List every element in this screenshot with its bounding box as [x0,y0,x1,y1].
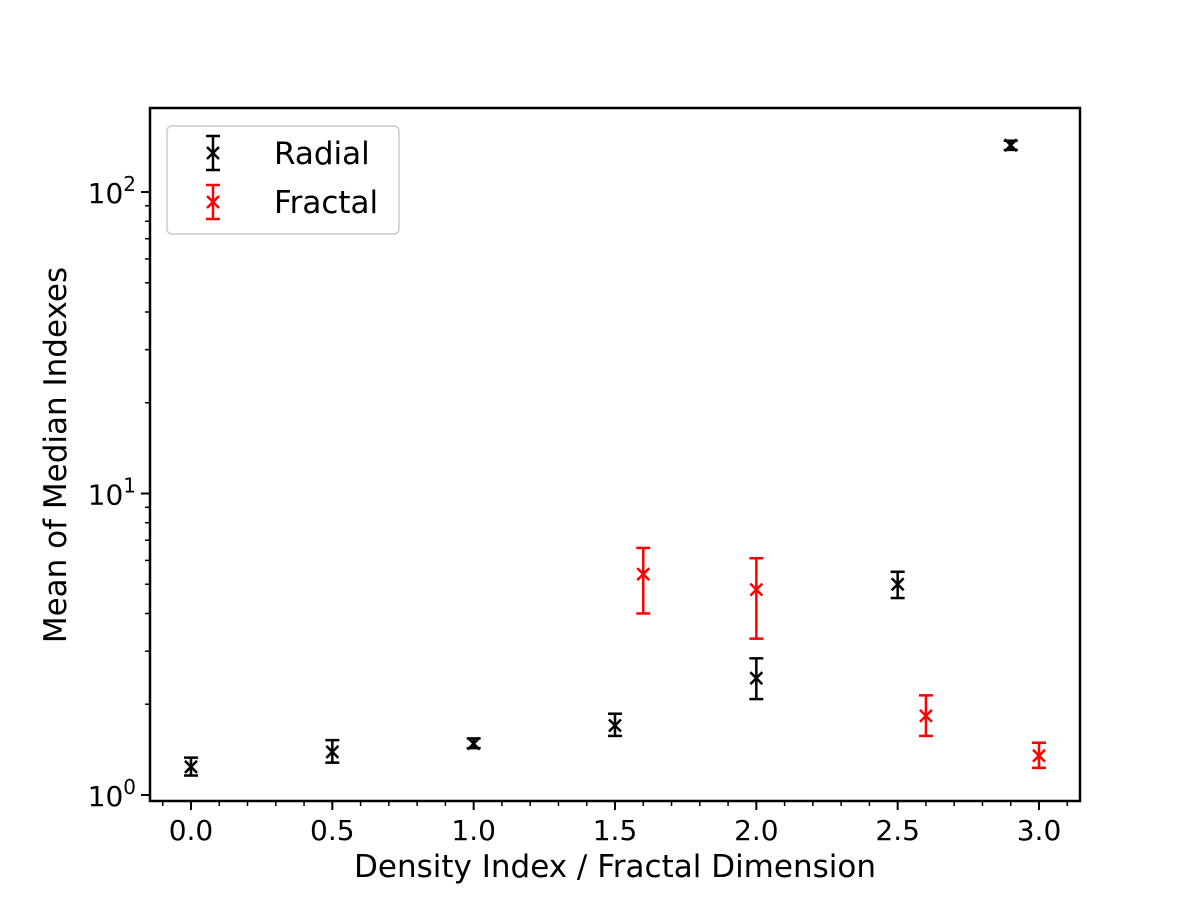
y-tick-label: 102 [88,172,136,210]
radial-data-point [183,756,198,777]
y-tick-label: 101 [88,474,136,512]
radial-marker [325,744,340,759]
legend-entries: Radial Fractal [206,134,378,221]
radial-data-point [608,712,622,738]
plot-marks [183,138,1047,777]
radial-data-point [1003,138,1018,153]
fractal-marker [636,567,651,582]
fractal-data-point [1032,741,1047,770]
x-tick-label: 1.0 [451,814,496,847]
x-tick-label: 2.0 [734,814,779,847]
fractal-marker [1032,748,1046,763]
x-tick-label: 0.0 [169,814,214,847]
legend-box [166,125,400,235]
fractal-marker [919,708,933,723]
x-tick-label: 0.5 [310,814,355,847]
x-tick-label: 3.0 [1017,814,1062,847]
series-fractal [636,546,1047,770]
y-axis-label: Mean of Median Indexes [38,267,74,643]
legend-entry-fractal: Fractal [206,183,378,221]
x-tick-label: 1.5 [593,814,638,847]
radial-marker [890,577,905,592]
radial-marker [749,671,764,686]
series-radial [183,138,1018,777]
legend-label-fractal: Fractal [274,185,378,221]
legend-radial-marker [206,146,220,160]
radial-data-point [325,738,340,764]
radial-marker [466,736,481,751]
legend: Radial Fractal [166,125,400,235]
radial-data-point [890,570,905,600]
legend-entry-radial: Radial [206,134,370,172]
x-axis-label: Density Index / Fractal Dimension [354,849,876,885]
fractal-marker [749,582,764,597]
radial-marker [1003,138,1018,153]
x-tick-label: 2.5 [875,814,920,847]
fractal-data-point [636,546,651,615]
radial-data-point [466,736,481,751]
axis-ticks: 0.0 0.5 1.0 1.5 2.0 2.5 3.0 100 101 102 [88,172,1069,847]
radial-data-point [749,657,764,701]
radial-marker [608,718,622,733]
y-tick-label: 100 [88,775,136,813]
fractal-data-point [918,694,933,738]
legend-label-radial: Radial [274,136,370,172]
fractal-data-point [749,556,764,640]
radial-marker [184,759,198,774]
legend-fractal-marker [206,195,220,209]
